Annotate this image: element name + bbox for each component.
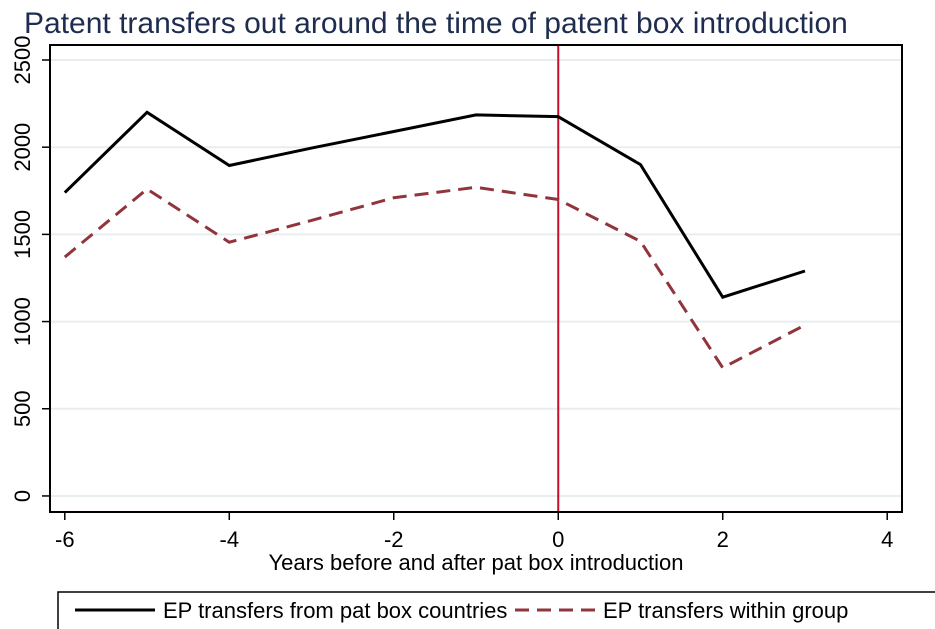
y-tick-label: 2000 <box>10 123 35 172</box>
x-tick-label: 2 <box>717 527 729 552</box>
y-tick-label: 500 <box>10 390 35 427</box>
x-tick-label: 4 <box>881 527 893 552</box>
x-axis-label: Years before and after pat box introduct… <box>268 550 683 575</box>
y-tick-label: 0 <box>10 490 35 502</box>
legend-label: EP transfers within group <box>603 598 848 623</box>
y-tick-label: 2500 <box>10 36 35 85</box>
x-tick-label: -2 <box>384 527 404 552</box>
x-tick-label: 0 <box>552 527 564 552</box>
y-tick-label: 1500 <box>10 210 35 259</box>
series-line <box>63 185 806 370</box>
legend-box <box>57 591 935 629</box>
y-tick-label: 1000 <box>10 297 35 346</box>
plot-frame <box>49 44 903 513</box>
x-tick-label: -4 <box>220 527 240 552</box>
chart-title: Patent transfers out around the time of … <box>24 7 848 40</box>
legend-label: EP transfers from pat box countries <box>163 598 507 623</box>
x-tick-label: -6 <box>55 527 75 552</box>
series-line <box>63 110 806 299</box>
